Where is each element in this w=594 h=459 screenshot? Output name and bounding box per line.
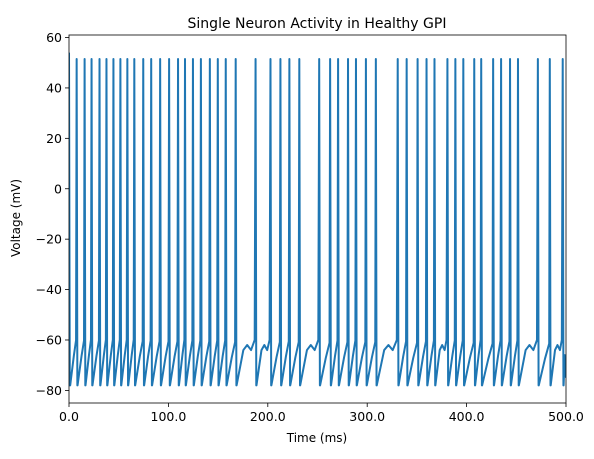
y-tick-label: 20: [46, 131, 62, 146]
y-tick-label: 60: [46, 30, 62, 45]
y-tick-label: 40: [46, 80, 62, 95]
y-tick-label: 0: [54, 181, 62, 196]
y-axis-label: Voltage (mV): [9, 179, 23, 257]
x-tick-label: 300.0: [349, 409, 385, 424]
voltage-trace-line: [69, 52, 566, 387]
y-tick-label: −40: [36, 282, 62, 297]
y-axis: −80 −60 −40 −20 0 20 40 60: [36, 30, 69, 398]
x-tick-label: 400.0: [449, 409, 485, 424]
y-tick-label: −20: [36, 232, 62, 247]
plot-frame: [68, 34, 567, 404]
x-tick-label: 0.0: [59, 409, 79, 424]
y-tick-label: −80: [36, 383, 62, 398]
x-tick-label: 500.0: [548, 409, 584, 424]
chart-title: Single Neuron Activity in Healthy GPI: [188, 16, 447, 32]
x-axis-label: Time (ms): [286, 431, 348, 445]
y-tick-label: −60: [36, 332, 62, 347]
x-tick-label: 200.0: [250, 409, 286, 424]
series-layer: [69, 52, 566, 387]
x-tick-label: 100.0: [151, 409, 187, 424]
x-axis: 0.0 100.0 200.0 300.0 400.0 500.0: [59, 403, 584, 424]
